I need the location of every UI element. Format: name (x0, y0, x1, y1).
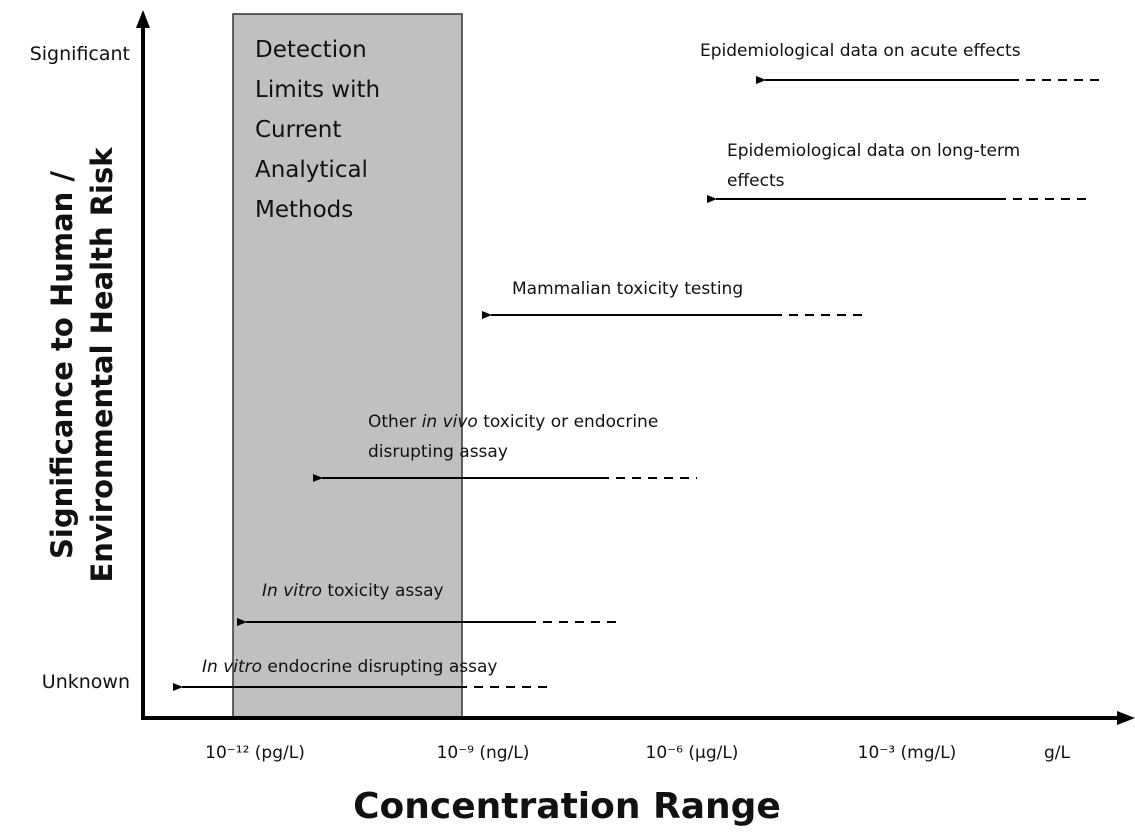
y-bottom-label: Unknown (42, 671, 130, 693)
label-segment: toxicity or endocrine (478, 412, 658, 432)
y-title: Environmental Health Risk (85, 147, 119, 583)
y-arrowhead (136, 10, 150, 28)
x-tick-label: 10⁻¹² (pg/L) (205, 743, 305, 763)
arrow-label: Mammalian toxicity testing (512, 279, 743, 299)
label-segment: In vitro (202, 657, 262, 677)
label-segment: Epidemiological data on long-term (727, 141, 1020, 161)
label-segment: effects (727, 171, 785, 191)
arrow-label: Other in vivo toxicity or endocrine (368, 412, 658, 432)
arrow-label: In vitro endocrine disrupting assay (202, 657, 497, 677)
arrow-label: Epidemiological data on acute effects (700, 41, 1021, 61)
arrow-label: In vitro toxicity assay (262, 581, 444, 601)
x-tick-label: 10⁻³ (mg/L) (858, 743, 957, 763)
box-label: Detection (255, 37, 367, 63)
label-segment: disrupting assay (368, 442, 508, 462)
label-segment: In vitro (262, 581, 322, 601)
x-title: Concentration Range (353, 786, 781, 827)
detection-box (232, 13, 463, 719)
x-tick-label: 10⁻⁶ (µg/L) (646, 743, 739, 763)
arrow-label: Epidemiological data on long-term (727, 141, 1020, 161)
arrow-label: disrupting assay (368, 442, 508, 462)
y-title: Significance to Human / (45, 171, 79, 559)
box-label: Limits with (255, 77, 380, 103)
box-label: Current (255, 117, 341, 143)
label-segment: toxicity assay (322, 581, 444, 601)
x-tick-label: 10⁻⁹ (ng/L) (437, 743, 530, 763)
x-tick-label: g/L (1044, 743, 1071, 763)
label-segment: Other (368, 412, 422, 432)
label-segment: Epidemiological data on acute effects (700, 41, 1021, 61)
label-segment: Mammalian toxicity testing (512, 279, 743, 299)
x-arrowhead (1117, 711, 1135, 725)
label-segment: in vivo (422, 412, 478, 432)
box-label: Methods (255, 197, 353, 223)
box-label: Analytical (255, 157, 368, 183)
arrow-label: effects (727, 171, 785, 191)
label-segment: endocrine disrupting assay (262, 657, 497, 677)
y-top-label: Significant (30, 43, 130, 65)
